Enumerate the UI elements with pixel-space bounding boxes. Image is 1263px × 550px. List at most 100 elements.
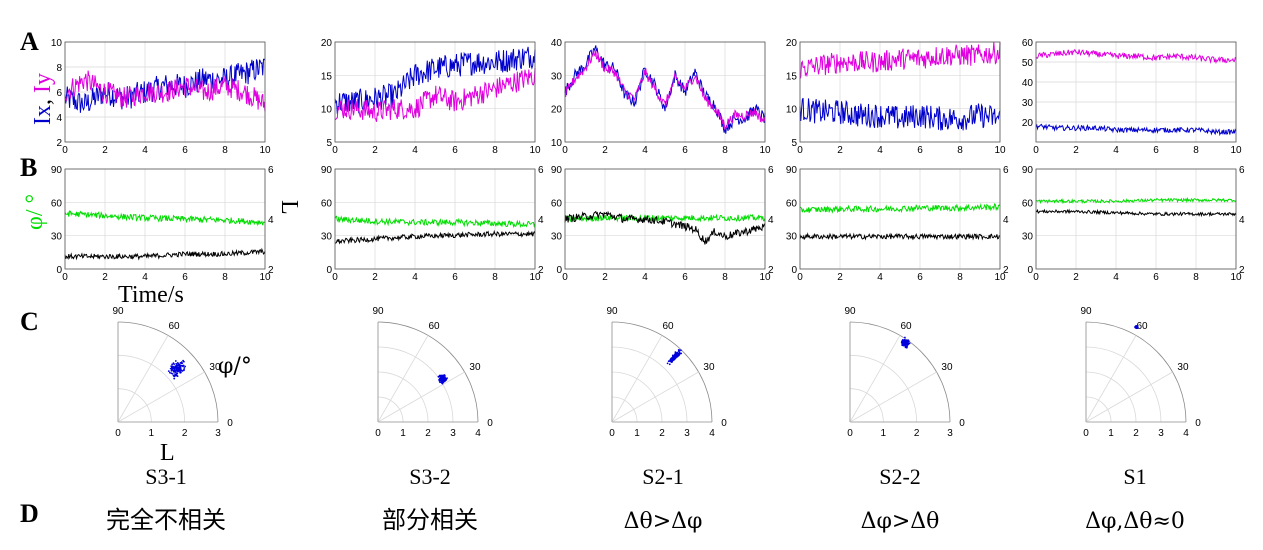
x-tick-label: 10 [759,145,771,156]
polar-ring [849,388,884,423]
x-tick-label: 4 [142,145,148,156]
y-tick-label: 30 [1022,98,1034,109]
x-tick-label: 0 [332,145,338,156]
r-tick-label: 4 [709,428,715,439]
polar-spoke [611,371,699,423]
series-line-0 [1035,196,1237,205]
theta-tick-label: 60 [428,321,440,332]
scatter-point [180,362,183,365]
r-tick-label: 0 [375,428,381,439]
series-line-0 [564,45,766,134]
r-tick-label: 0 [115,428,121,439]
plot-frame [64,41,266,143]
plot-frame [564,41,766,143]
scatter-point [178,364,181,367]
theta-tick-label: 0 [721,418,727,429]
subject-desc-s3-1: 完全不相关 [106,506,226,534]
y2-tick-label: 4 [268,215,274,226]
r-tick-label: 2 [914,428,920,439]
polar-ring [1085,371,1137,423]
subject-labels: S3-1 S3-2 S2-1 S2-2 S1 完全不相关 部分相关 Δθ>Δφ … [106,464,1185,534]
x-tick-label: 10 [994,145,1006,156]
subject-desc-s3-2: 部分相关 [382,506,478,534]
x-tick-label: 6 [182,272,188,283]
plot-frame [1035,168,1237,270]
y-tick-label: 90 [551,165,563,176]
x-tick-label: 0 [1033,145,1039,156]
x-tick-label: 4 [642,272,648,283]
y-tick-label: 5 [326,138,332,149]
plot-frame [799,168,1001,270]
y2-tick-label: 6 [1239,165,1245,176]
y-tick-label: 90 [51,165,63,176]
y2-tick-label: 2 [1239,265,1245,276]
scatter-point [903,344,906,346]
polar-panel-C-S3-2: 0 30 60 90 0 1 2 3 4 [372,306,493,439]
y2-tick-label: 4 [1239,215,1245,226]
scatter-point [673,357,676,360]
y-tick-label: 30 [551,71,563,82]
polar-ring [1085,346,1162,423]
y-tick-label: 20 [551,105,563,116]
polar-panel-C-S1: 0 30 60 90 0 1 2 3 4 [1080,306,1201,439]
scatter-point [167,370,170,372]
scatter-point [904,340,907,343]
polar-panel-C-S2-1: 0 30 60 90 0 1 2 3 4 [606,306,727,439]
scatter-point [908,342,911,345]
x-tick-label: 2 [837,145,843,156]
polar-ring [377,371,429,423]
subject-id-s1: S1 [1123,464,1146,489]
scatter-point [440,379,443,382]
y-tick-label: 60 [321,198,333,209]
y-tick-label: 90 [321,165,333,176]
theta-tick-label: 90 [844,306,856,317]
a-ylabel-sep: , [30,93,56,105]
subject-id-s3-1: S3-1 [145,464,187,489]
series-line-1 [799,232,1001,241]
scatter-point [174,374,177,377]
line-panel-B-S3-1: 0 2 4 6 8 10 0 30 60 90 2 4 6 [51,165,274,283]
scatter-point [174,360,177,362]
y2-tick-label: 2 [268,265,274,276]
r-tick-label: 1 [1108,428,1114,439]
line-panel-A-S3-2: 0 2 4 6 8 10 5 10 15 20 [321,38,541,156]
y-tick-label: 60 [51,198,63,209]
y-tick-label: 30 [1022,232,1034,243]
scatter-point [906,345,908,348]
c-angle-label: φ/° [218,354,252,379]
scatter-point [179,371,182,374]
scatter-point [437,375,440,378]
polar-spoke [611,335,663,423]
polar-spoke [1085,371,1173,423]
r-tick-label: 1 [634,428,640,439]
r-tick-label: 3 [215,428,221,439]
y2-tick-label: 6 [768,165,774,176]
x-tick-label: 8 [492,272,498,283]
scatter-point [668,363,671,366]
y2-tick-label: 6 [268,165,274,176]
theta-tick-label: 30 [941,362,953,373]
polar-ring [377,321,479,423]
plot-frame [64,168,266,270]
polar-ring [611,346,688,423]
scatter-point [678,352,681,355]
y2-tick-label: 2 [768,265,774,276]
y-tick-label: 5 [791,138,797,149]
x-tick-label: 0 [332,272,338,283]
x-tick-label: 10 [994,272,1006,283]
subject-desc-s1: Δφ,Δθ≈0 [1085,509,1185,534]
series-line-0 [334,215,536,229]
scatter-point [179,369,181,372]
y2-tick-label: 2 [538,265,544,276]
y-tick-label: 90 [1022,165,1034,176]
scatter-point [176,375,179,377]
y-tick-label: 60 [786,198,798,209]
y-tick-label: 2 [56,138,62,149]
scatter-point [440,374,442,377]
x-tick-label: 2 [1073,145,1079,156]
scatter-point [446,377,448,380]
polar-ring [849,354,918,423]
series-line-1 [1035,49,1237,65]
scatter-point [674,351,677,354]
series-line-1 [799,42,1001,79]
